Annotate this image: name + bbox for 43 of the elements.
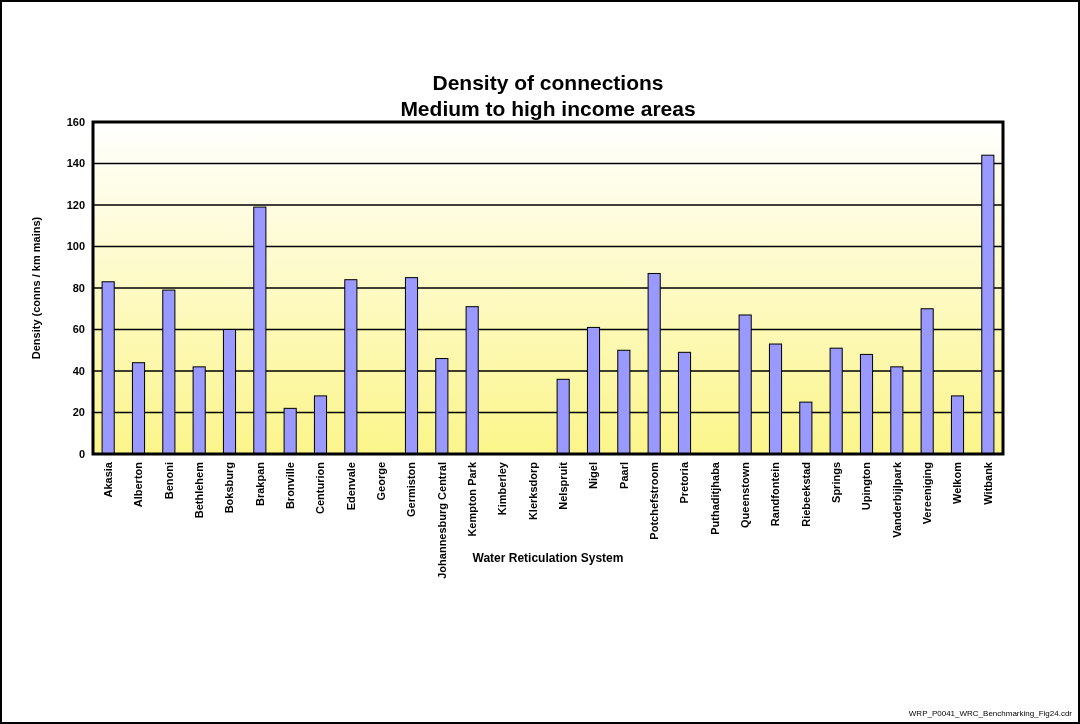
x-tick-label: Johannesburg Central [435, 462, 448, 579]
x-tick-label: Queenstown [739, 461, 752, 529]
x-tick-label: Boksburg [223, 462, 236, 514]
x-tick-label: Springs [830, 462, 843, 503]
x-tick-label: Paarl [617, 462, 630, 489]
text: WRP_P0041_WRC_Benchmarking_Fig24.cdr [908, 709, 1073, 718]
y-tick-label: 120 [66, 198, 85, 211]
x-tick-label: Vanderbijlpark [890, 461, 903, 538]
y-tick-label: 80 [72, 281, 85, 294]
x-tick-label: Kempton Park [466, 461, 479, 537]
x-tick-label: Nelspruit [557, 461, 570, 510]
y-tick-label: 140 [66, 157, 85, 170]
x-tick-label: Pretoria [678, 461, 691, 504]
x-tick-label: Alberton [132, 461, 145, 508]
y-tick-label: 40 [72, 364, 85, 377]
x-tick-label: Potchefstroom [648, 461, 661, 540]
x-tick-label: Germiston [405, 461, 418, 518]
x-tick-label: Puthaditjhaba [708, 461, 721, 535]
x-tick-label: Vereeniging [921, 462, 934, 525]
x-tick-label: Riebeekstad [799, 462, 812, 527]
y-tick-label: 20 [72, 406, 85, 419]
y-axis-title: Density (conns / km mains) [30, 216, 42, 360]
y-tick-label: 60 [72, 323, 85, 336]
x-tick-label: Brakpan [253, 461, 266, 507]
x-axis-title: Water Reticulation System [472, 551, 624, 565]
x-tick-label: George [375, 462, 388, 501]
x-tick-label: Benoni [162, 462, 175, 500]
x-tick-label: Akasia [102, 461, 115, 498]
x-tick-label: Witbank [981, 461, 994, 505]
x-tick-label: Centurion [314, 461, 327, 514]
x-tick-label: Welkom [951, 461, 964, 504]
x-tick-label: Randfontein [769, 461, 782, 527]
y-tick-label: 160 [66, 115, 85, 128]
chart-title: Density of connections Medium to high income areas [400, 71, 696, 120]
x-tick-label: Nigel [587, 462, 600, 489]
x-tick-label: Edenvale [344, 462, 357, 511]
x-tick-label: Upington [860, 461, 873, 511]
x-tick-label: Bronville [284, 462, 297, 510]
y-tick-label: 0 [78, 447, 85, 460]
x-tick-label: Kimberley [496, 461, 509, 516]
y-tick-label: 100 [66, 240, 85, 253]
x-tick-label: Klerksdorp [526, 461, 539, 521]
x-tick-label: Bethlehem [193, 461, 206, 519]
